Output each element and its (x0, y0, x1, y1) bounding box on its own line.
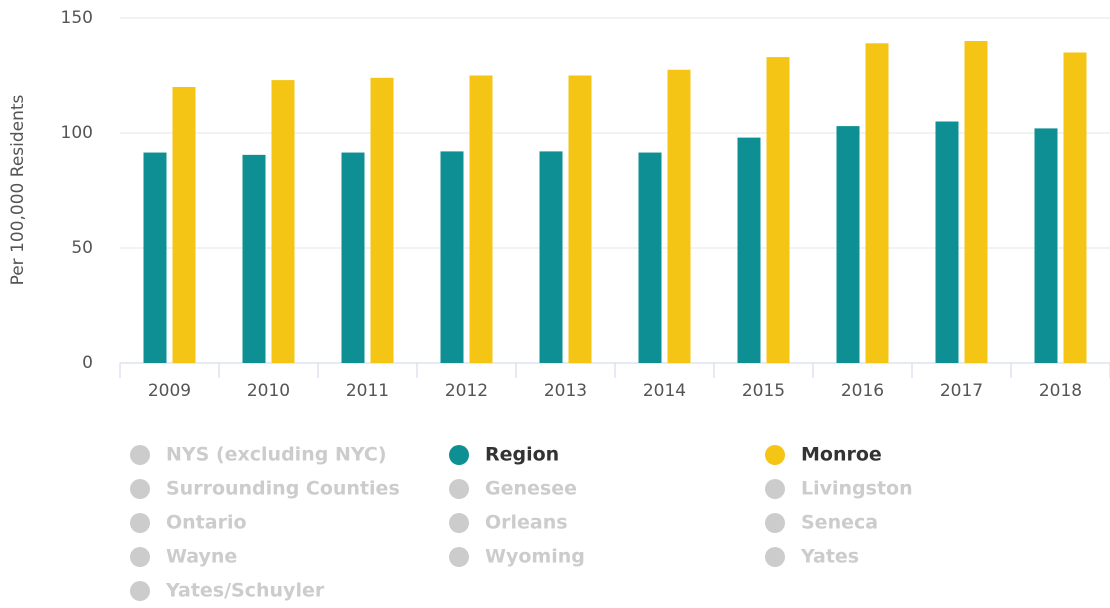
legend-label[interactable]: NYS (excluding NYC) (166, 444, 387, 466)
x-tick-label: 2009 (148, 381, 191, 401)
bar (836, 126, 860, 363)
bar (935, 121, 959, 363)
legend-marker[interactable] (765, 513, 785, 533)
legend-label[interactable]: Yates/Schuyler (165, 580, 325, 602)
legend-marker[interactable] (449, 445, 469, 465)
bar (964, 41, 988, 363)
bar (766, 57, 790, 363)
legend-label[interactable]: Surrounding Counties (166, 478, 400, 500)
legend-marker[interactable] (765, 445, 785, 465)
bar (1063, 52, 1087, 363)
bar (865, 43, 889, 364)
legend-marker[interactable] (130, 445, 150, 465)
bar (568, 75, 592, 363)
bar (370, 77, 394, 364)
legend-marker[interactable] (449, 479, 469, 499)
x-tick-label: 2014 (643, 381, 686, 401)
bar (667, 69, 691, 363)
bar (242, 154, 266, 363)
bar (172, 87, 196, 363)
bar (737, 137, 761, 363)
legend-marker[interactable] (130, 513, 150, 533)
y-axis-label: Per 100,000 Residents (8, 94, 28, 285)
y-tick-label: 50 (71, 238, 93, 258)
bar (469, 75, 493, 363)
legend-label[interactable]: Region (485, 444, 559, 466)
legend-marker[interactable] (130, 479, 150, 499)
x-tick-label: 2016 (841, 381, 884, 401)
bar (440, 151, 464, 363)
bar (1034, 128, 1058, 363)
legend-marker[interactable] (449, 513, 469, 533)
legend-label[interactable]: Ontario (166, 512, 247, 534)
legend-label[interactable]: Wyoming (485, 546, 585, 568)
bar (143, 152, 167, 363)
x-tick-label: 2017 (940, 381, 983, 401)
x-tick-label: 2011 (346, 381, 389, 401)
y-tick-label: 0 (82, 353, 93, 373)
legend-marker[interactable] (449, 547, 469, 567)
y-tick-label: 150 (61, 8, 93, 28)
legend-label[interactable]: Genesee (485, 478, 577, 500)
y-tick-label: 100 (61, 123, 93, 143)
legend-label[interactable]: Seneca (801, 512, 878, 534)
bar (539, 151, 563, 363)
bar (638, 152, 662, 363)
legend-marker[interactable] (130, 547, 150, 567)
bar (271, 80, 295, 363)
legend-label[interactable]: Wayne (166, 546, 237, 568)
legend-label[interactable]: Livingston (801, 478, 913, 500)
legend-marker[interactable] (765, 547, 785, 567)
x-tick-label: 2013 (544, 381, 587, 401)
x-tick-label: 2015 (742, 381, 785, 401)
x-tick-label: 2012 (445, 381, 488, 401)
legend-label[interactable]: Orleans (485, 512, 568, 534)
legend-label[interactable]: Monroe (801, 444, 882, 466)
bar (341, 152, 365, 363)
legend-marker[interactable] (765, 479, 785, 499)
x-tick-label: 2018 (1039, 381, 1082, 401)
legend-marker[interactable] (130, 581, 150, 601)
x-tick-label: 2010 (247, 381, 290, 401)
legend-label[interactable]: Yates (800, 546, 859, 568)
